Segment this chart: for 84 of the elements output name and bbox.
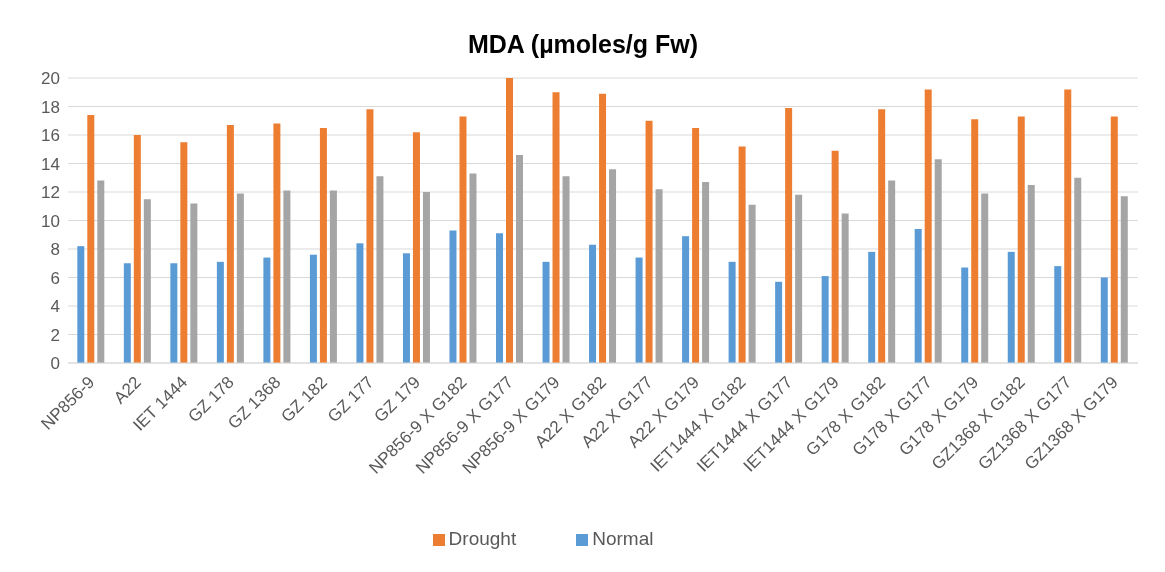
bar bbox=[133, 135, 141, 363]
bar bbox=[795, 194, 803, 363]
y-tick-label: 8 bbox=[50, 240, 60, 260]
bar bbox=[216, 261, 224, 363]
y-tick-label: 20 bbox=[41, 69, 60, 89]
bar bbox=[981, 193, 989, 363]
bar bbox=[329, 190, 337, 363]
bar bbox=[655, 189, 663, 363]
bar bbox=[236, 193, 244, 363]
bar bbox=[914, 229, 922, 363]
bar bbox=[469, 173, 477, 363]
bar bbox=[924, 89, 932, 363]
y-tick-label: 2 bbox=[50, 325, 60, 345]
bar bbox=[831, 150, 839, 363]
bar bbox=[319, 127, 327, 363]
y-tick-label: 14 bbox=[41, 154, 60, 174]
bar bbox=[961, 267, 969, 363]
bar bbox=[738, 146, 746, 363]
bar bbox=[785, 107, 793, 363]
bar bbox=[868, 251, 876, 363]
legend-label: Drought bbox=[448, 528, 517, 549]
bar bbox=[402, 253, 410, 363]
bar bbox=[87, 115, 95, 363]
bar bbox=[1007, 251, 1015, 363]
bar bbox=[971, 119, 979, 363]
bar bbox=[645, 120, 653, 363]
bar bbox=[516, 154, 523, 363]
bar bbox=[599, 93, 607, 363]
bar bbox=[412, 132, 420, 363]
y-tick-label: 12 bbox=[41, 183, 60, 203]
bar bbox=[728, 261, 736, 363]
bar bbox=[376, 176, 384, 363]
bar bbox=[542, 261, 550, 363]
bar bbox=[589, 244, 597, 363]
bar bbox=[609, 169, 617, 363]
bar bbox=[1064, 89, 1072, 363]
bar bbox=[1074, 177, 1082, 363]
y-tick-label: 18 bbox=[41, 97, 60, 117]
bar bbox=[1054, 266, 1062, 363]
y-tick-label: 4 bbox=[50, 297, 60, 317]
bar bbox=[190, 203, 198, 363]
bar bbox=[449, 230, 457, 363]
bar bbox=[263, 257, 271, 363]
bar bbox=[878, 109, 886, 363]
bar bbox=[1110, 116, 1118, 363]
bar bbox=[888, 180, 896, 363]
x-tick-label: A22 bbox=[110, 372, 145, 408]
bar bbox=[682, 236, 690, 363]
y-tick-label: 10 bbox=[41, 211, 60, 231]
y-tick-label: 16 bbox=[41, 126, 60, 146]
bar bbox=[143, 199, 151, 363]
bar bbox=[1100, 277, 1108, 363]
bar bbox=[635, 257, 643, 363]
bar bbox=[496, 233, 503, 363]
bar bbox=[226, 125, 234, 363]
bar bbox=[97, 180, 105, 363]
bar bbox=[748, 204, 756, 363]
bar bbox=[841, 213, 849, 363]
bar bbox=[170, 263, 178, 363]
bar bbox=[180, 142, 188, 363]
bar bbox=[552, 92, 560, 363]
bar bbox=[934, 159, 942, 363]
bar bbox=[821, 276, 829, 363]
bar bbox=[1120, 196, 1128, 363]
bar bbox=[366, 109, 374, 363]
bar bbox=[692, 127, 700, 363]
bar bbox=[459, 116, 467, 363]
bar bbox=[309, 254, 317, 363]
bar bbox=[1027, 184, 1035, 363]
bar bbox=[422, 192, 430, 363]
legend-label: Normal bbox=[592, 528, 654, 549]
y-tick-label: 0 bbox=[50, 354, 60, 374]
y-tick-label: 6 bbox=[50, 268, 60, 288]
bar bbox=[562, 176, 570, 363]
bar bbox=[775, 281, 783, 363]
bar bbox=[123, 263, 131, 363]
bar bbox=[702, 182, 710, 363]
bar bbox=[283, 190, 291, 363]
bar bbox=[506, 78, 513, 363]
bar bbox=[273, 123, 281, 363]
bar bbox=[356, 243, 364, 363]
chart-title: MDA (µmoles/g Fw) bbox=[466, 30, 700, 60]
bar bbox=[77, 246, 85, 363]
bar bbox=[1017, 116, 1025, 363]
